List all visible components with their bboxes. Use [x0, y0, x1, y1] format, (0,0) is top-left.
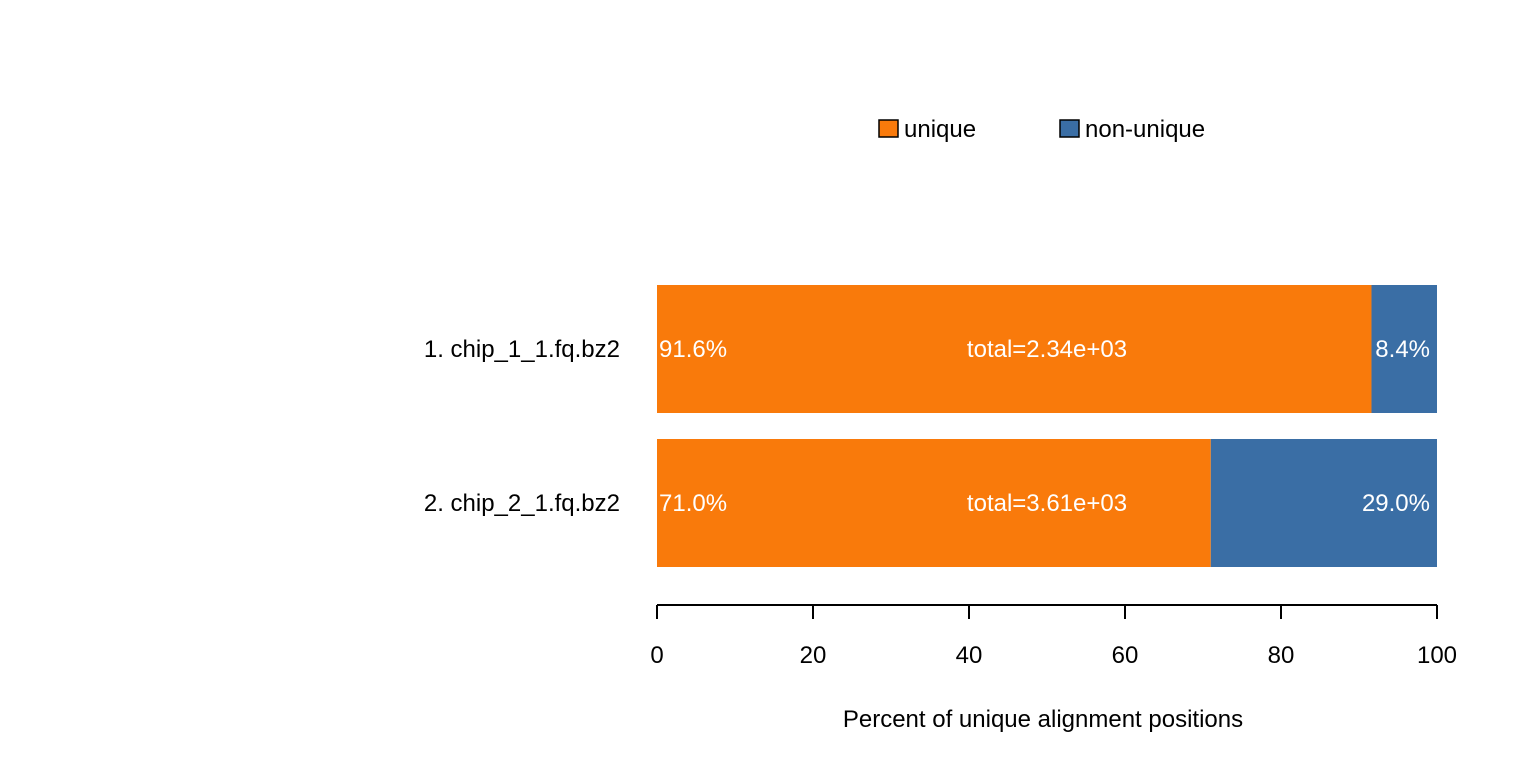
x-tick-label: 40	[956, 642, 983, 669]
bar-segment-unique	[657, 439, 1211, 567]
x-axis-title: Percent of unique alignment positions	[843, 706, 1243, 733]
unique-value-label: 71.0%	[659, 490, 727, 517]
legend-label-unique: unique	[904, 116, 976, 143]
total-label: total=3.61e+03	[967, 490, 1127, 517]
x-tick-label: 100	[1417, 642, 1457, 669]
category-label: 1. chip_1_1.fq.bz2	[424, 336, 620, 363]
bars: 1. chip_1_1.fq.bz2 91.6% 8.4% total=2.34e+0…	[424, 285, 1437, 567]
bar-segment-non-unique	[1210, 439, 1437, 567]
x-axis: 0 20 40 60 80 100	[650, 604, 1457, 669]
x-tick-label: 0	[650, 642, 663, 669]
unique-value-label: 91.6%	[659, 336, 727, 363]
non-unique-value-label: 29.0%	[1362, 490, 1430, 517]
category-label: 2. chip_2_1.fq.bz2	[424, 490, 620, 517]
total-label: total=2.34e+03	[967, 336, 1127, 363]
legend-swatch-unique	[878, 119, 899, 138]
x-tick-label: 80	[1268, 642, 1295, 669]
legend-swatch-non-unique	[1059, 119, 1080, 138]
x-tick-label: 20	[800, 642, 827, 669]
x-tick-label: 60	[1112, 642, 1139, 669]
bar-segment-unique	[657, 285, 1372, 413]
non-unique-value-label: 8.4%	[1375, 336, 1430, 363]
legend: unique non-unique	[878, 116, 1205, 143]
legend-label-non-unique: non-unique	[1085, 116, 1205, 143]
bar-segment-non-unique	[1371, 285, 1437, 413]
